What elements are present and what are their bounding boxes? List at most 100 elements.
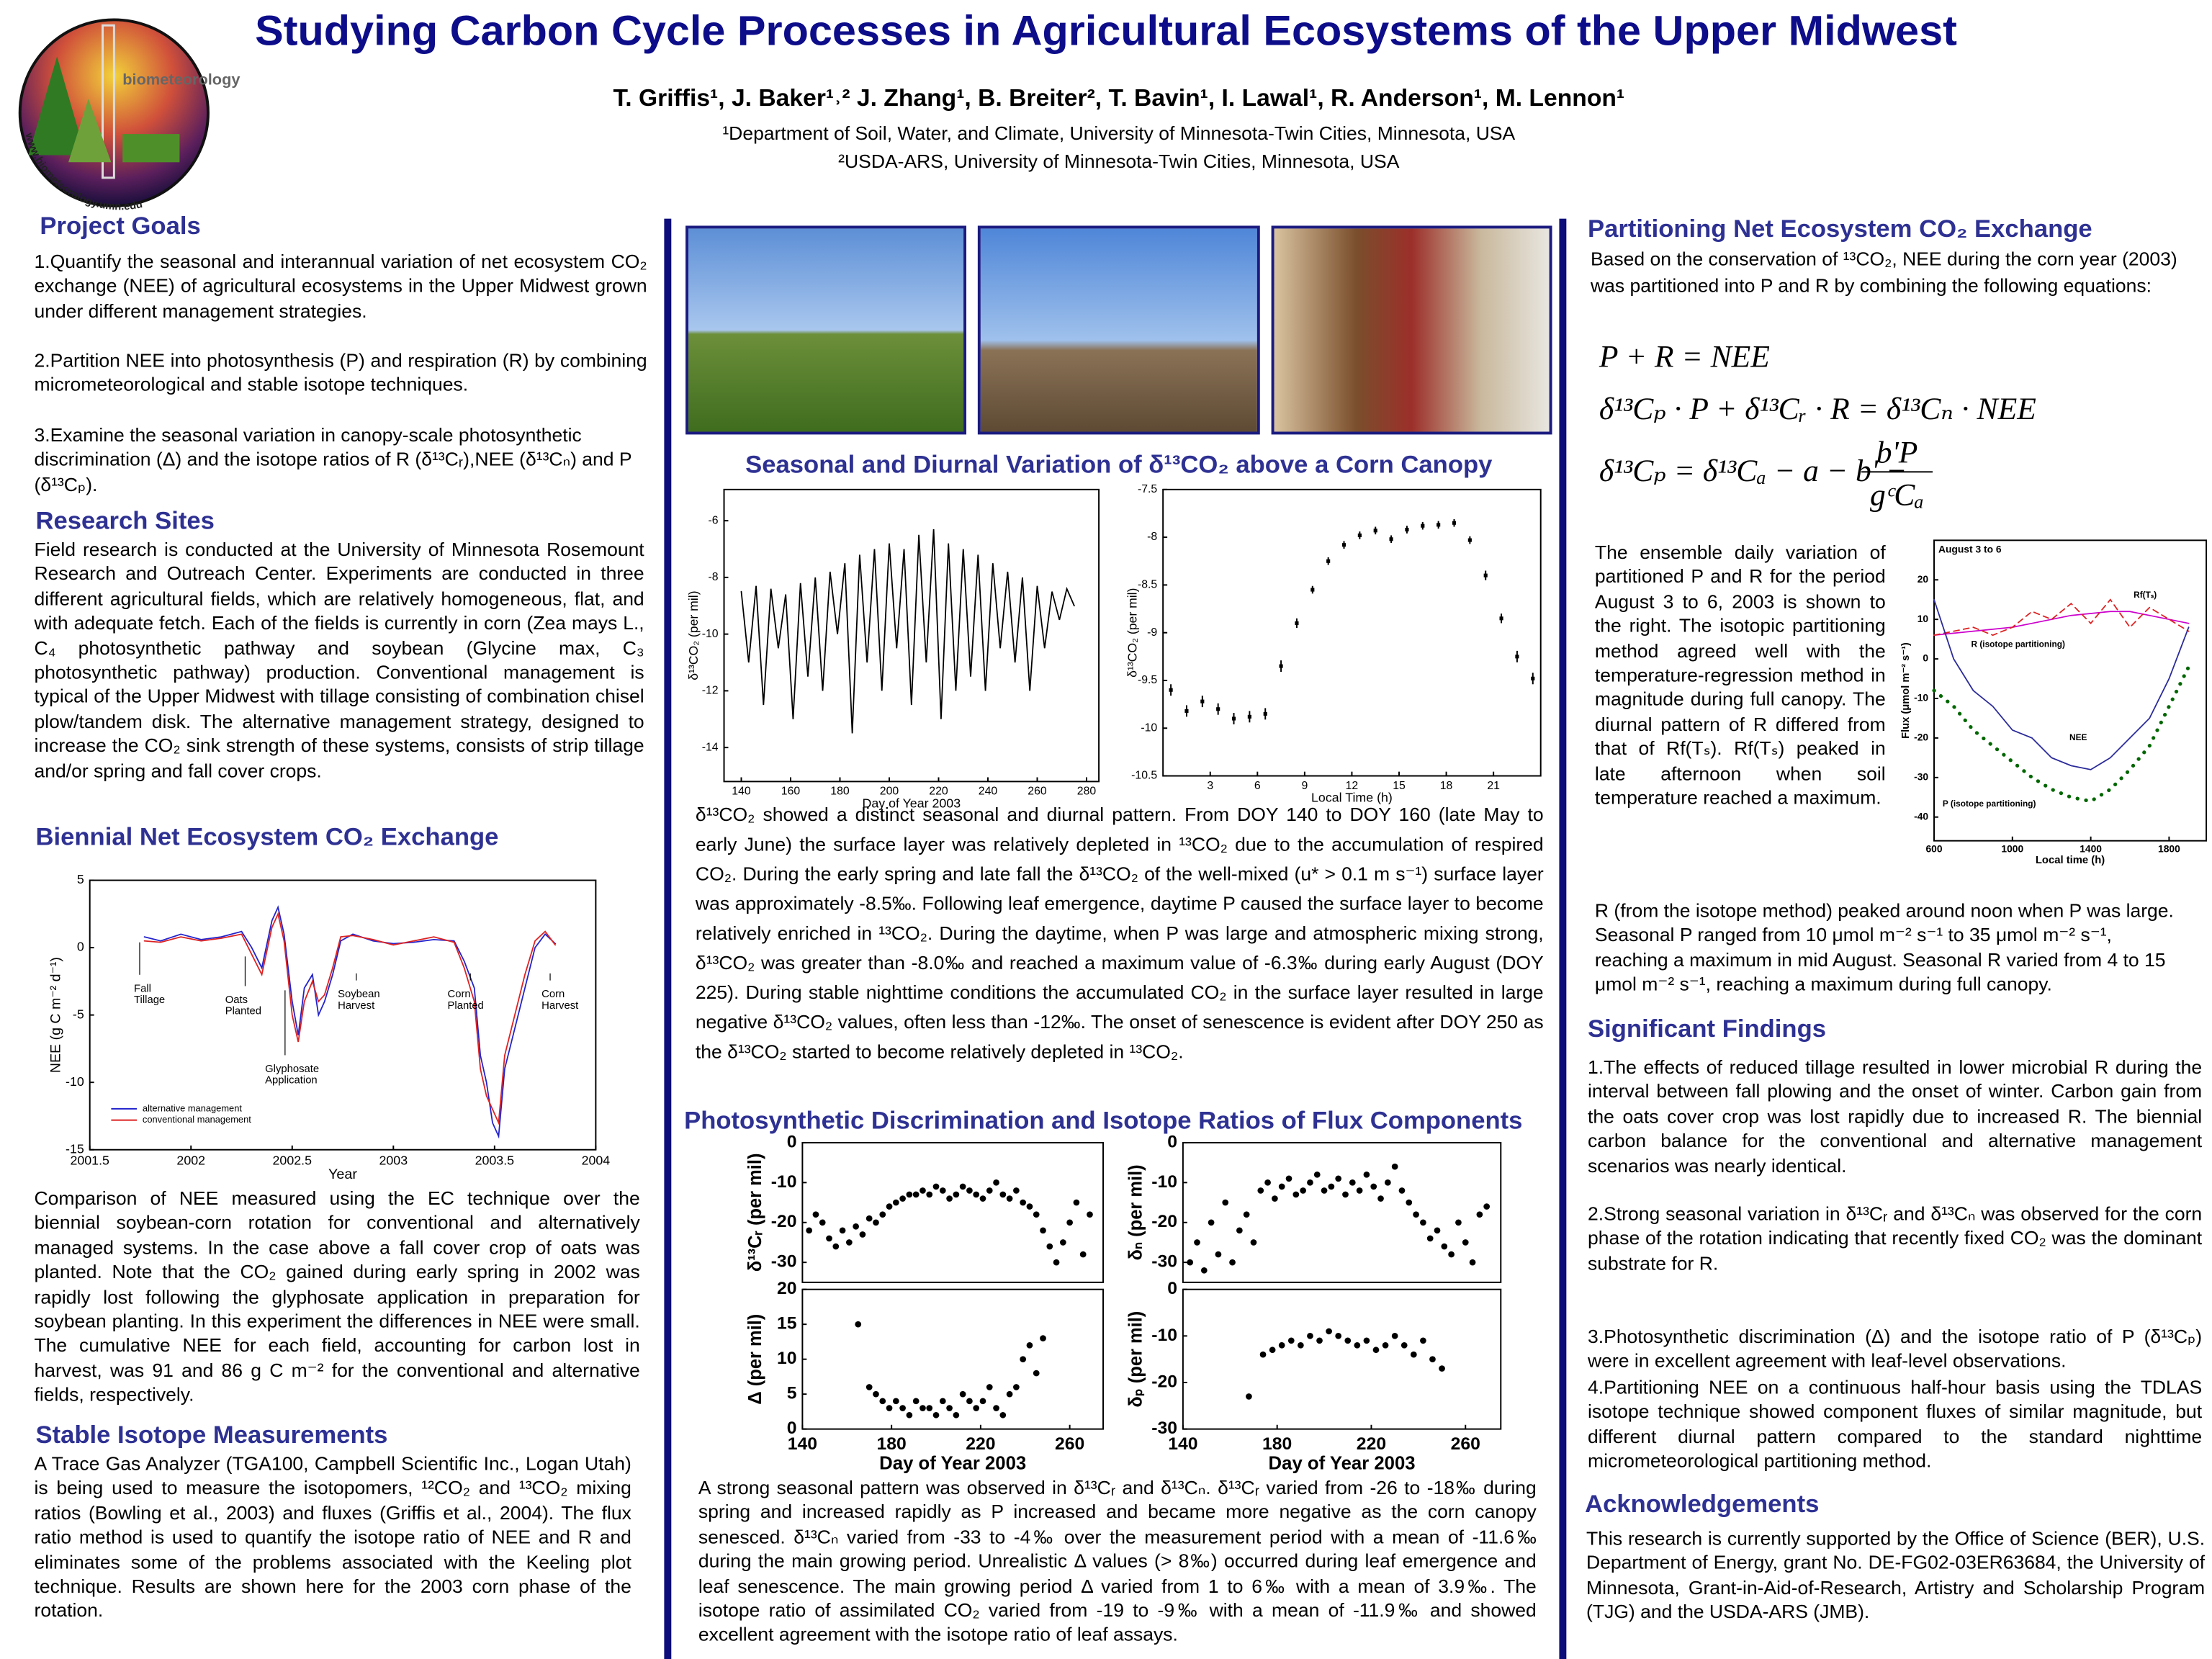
- paragraph: This research is currently supported by …: [1586, 1527, 2206, 1623]
- point: [812, 1211, 819, 1218]
- point: [899, 1195, 906, 1202]
- x-tick-label: 260: [1028, 786, 1047, 798]
- x-tick-label: 18: [1440, 780, 1453, 792]
- point: [1349, 1179, 1356, 1186]
- x-tick-label: 2003: [379, 1153, 408, 1167]
- y-tick-label: -8.5: [1138, 579, 1158, 591]
- y-tick-label: 10: [1917, 613, 1929, 624]
- x-tick-label: 200: [880, 786, 899, 798]
- point: [866, 1215, 873, 1222]
- point: [1285, 1175, 1292, 1182]
- point: [1373, 529, 1377, 533]
- series-label: NEE: [2069, 732, 2087, 742]
- y-tick-label: 10: [777, 1349, 797, 1368]
- point: [1020, 1199, 1027, 1206]
- heading: Project Goals: [40, 211, 201, 240]
- y-tick-label: -20: [1151, 1372, 1177, 1392]
- point: [1033, 1211, 1040, 1218]
- point: [912, 1398, 920, 1405]
- heading: Photosynthetic Discrimination and Isotop…: [684, 1105, 1523, 1135]
- x-tick-label: 180: [877, 1434, 907, 1454]
- finding: 2.Strong seasonal variation in δ¹³Cᵣ and…: [1588, 1203, 2203, 1274]
- goal: 2.Partition NEE into photosynthesis (P) …: [34, 349, 647, 396]
- x-tick-label: 180: [1262, 1434, 1292, 1454]
- x-tick-label: 1000: [2001, 844, 2023, 855]
- y-axis-label: NEE (g C m⁻² d⁻¹): [48, 957, 64, 1073]
- annotation: Soybean Harvest: [338, 989, 380, 1012]
- y-tick-label: 20: [777, 1279, 797, 1298]
- point: [1410, 1351, 1417, 1358]
- point: [1406, 1199, 1413, 1206]
- x-tick-label: 220: [929, 786, 948, 798]
- point: [979, 1195, 986, 1202]
- x-axis-label: Day of Year 2003: [1269, 1453, 1416, 1473]
- point: [1079, 1251, 1087, 1258]
- logo-text: biometeorology: [122, 71, 240, 89]
- point: [939, 1187, 946, 1194]
- point: [826, 1235, 832, 1242]
- point: [1452, 521, 1457, 525]
- point: [1499, 616, 1503, 621]
- y-tick-label: -5: [73, 1007, 84, 1021]
- y-tick-label: -20: [1151, 1212, 1177, 1231]
- point: [1292, 1191, 1300, 1198]
- paragraph: Field research is conducted at the Unive…: [34, 539, 644, 781]
- paragraph: A Trace Gas Analyzer (TGA100, Campbell S…: [34, 1452, 631, 1622]
- point: [866, 1384, 873, 1390]
- y-tick-label: 0: [1167, 1279, 1177, 1298]
- y-tick-label: -30: [1914, 772, 1928, 783]
- point: [999, 1411, 1007, 1419]
- y-tick-label: 15: [777, 1314, 797, 1334]
- point: [806, 1227, 813, 1234]
- x-tick-label: 220: [1357, 1434, 1386, 1454]
- heading: Research Sites: [35, 506, 215, 535]
- y-axis-label: Δ (per mil): [745, 1314, 765, 1405]
- paragraph: Based on the conservation of ¹³CO₂, NEE …: [1590, 248, 2177, 296]
- point: [926, 1191, 933, 1198]
- series-label: Rf(Tₛ): [2134, 590, 2157, 600]
- finding: 1.The effects of reduced tillage resulte…: [1588, 1056, 2203, 1177]
- x-tick-label: 220: [966, 1434, 995, 1454]
- point: [906, 1411, 913, 1419]
- y-tick-label: -10: [1141, 721, 1157, 734]
- photo: [1271, 225, 1552, 435]
- point: [993, 1405, 999, 1411]
- y-tick-label: -10: [1151, 1326, 1177, 1345]
- paragraph: A strong seasonal pattern was observed i…: [698, 1477, 1537, 1646]
- point: [1356, 1187, 1363, 1194]
- x-tick-label: 140: [732, 786, 751, 798]
- point: [899, 1405, 906, 1411]
- y-tick-label: -30: [1151, 1419, 1177, 1438]
- point: [1384, 1179, 1391, 1186]
- point: [966, 1398, 973, 1405]
- y-tick-label: -20: [771, 1212, 797, 1231]
- point: [1476, 1211, 1483, 1218]
- heading: Acknowledgements: [1585, 1489, 1820, 1519]
- point: [1222, 1199, 1229, 1206]
- photo: [685, 225, 967, 435]
- point: [932, 1183, 940, 1190]
- series-line: [143, 912, 557, 1125]
- point: [1259, 1351, 1267, 1358]
- annotation: Glyphosate Application: [265, 1064, 319, 1087]
- finding: 3.Photosynthetic discrimination (Δ) and …: [1588, 1326, 2203, 1372]
- y-tick-label: -15: [66, 1141, 84, 1156]
- y-tick-label: -10: [1914, 693, 1928, 703]
- point: [1272, 1195, 1278, 1202]
- point: [1278, 1183, 1285, 1190]
- point: [1200, 699, 1205, 703]
- x-tick-label: 140: [788, 1434, 817, 1454]
- x-tick-label: 2001.5: [70, 1153, 109, 1167]
- point: [1026, 1203, 1033, 1210]
- x-tick-label: 2003.5: [475, 1153, 515, 1167]
- x-tick-label: 9: [1301, 780, 1308, 792]
- point: [1246, 1393, 1252, 1400]
- point: [1006, 1195, 1013, 1202]
- finding: 4.Partitioning NEE on a continuous half-…: [1588, 1377, 2203, 1472]
- x-tick-label: 21: [1487, 780, 1500, 792]
- heading: Seasonal and Diurnal Variation of δ¹³CO₂…: [745, 449, 1493, 479]
- point: [953, 1191, 960, 1198]
- point: [946, 1405, 953, 1411]
- point: [1013, 1187, 1020, 1194]
